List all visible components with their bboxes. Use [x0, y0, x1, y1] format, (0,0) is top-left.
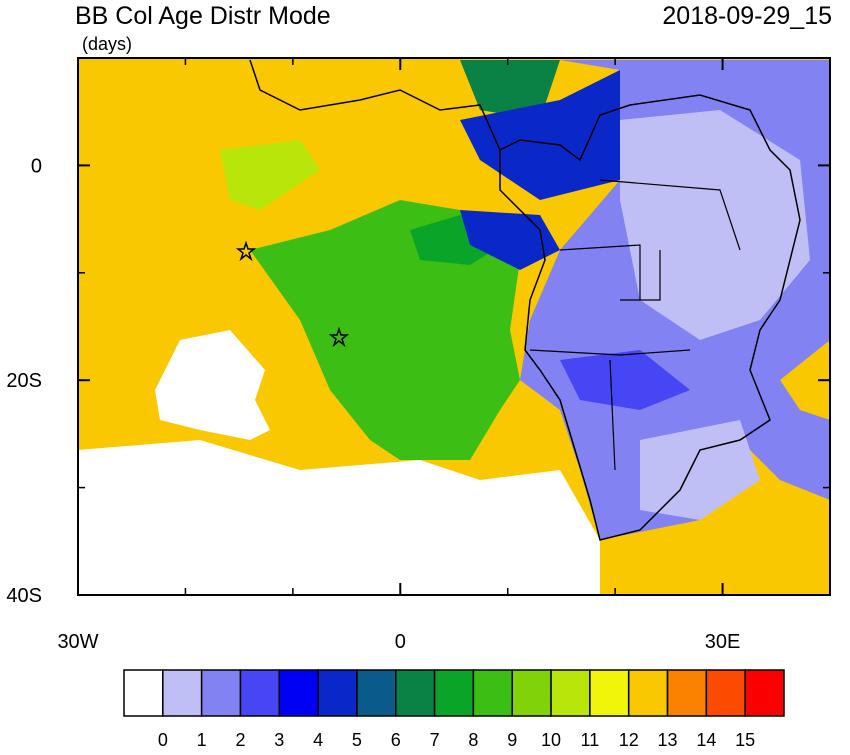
- axes: 30W 0 30E 0 20S 40S: [6, 57, 831, 653]
- colorbar-label: 10: [541, 730, 561, 750]
- colorbar-box: [239, 669, 281, 717]
- colorbar-box: [356, 669, 397, 717]
- colorbar-label: 8: [468, 730, 478, 750]
- field-green: [250, 200, 520, 460]
- colorbar-box: [123, 669, 164, 717]
- coastline: [249, 59, 801, 541]
- colorbar-box: [162, 669, 203, 717]
- colorbar-label: 12: [619, 730, 639, 750]
- colorbar-box: [395, 669, 436, 717]
- x-tick-label: 30W: [57, 631, 98, 653]
- colorbar-label: 3: [274, 730, 284, 750]
- field-lime: [220, 140, 320, 210]
- colorbar-box: [705, 669, 746, 717]
- map-field: [78, 58, 830, 595]
- map-frame: [77, 57, 831, 596]
- colorbar-box: [278, 669, 319, 717]
- colorbar-label: 1: [197, 730, 207, 750]
- colorbar: 0 1 2 3 4 5 6 7 8 9 10 11 12 13 14 15: [123, 669, 785, 750]
- x-tick-label: 30E: [705, 631, 741, 653]
- colorbar-box: [317, 669, 358, 717]
- site-marker: [235, 240, 350, 348]
- field-blue: [460, 70, 620, 270]
- colorbar-box: [433, 669, 475, 717]
- colorbar-box: [200, 669, 242, 717]
- colorbar-box: [511, 669, 552, 717]
- colorbar-box: [589, 669, 630, 717]
- colorbar-label: 13: [658, 730, 678, 750]
- colorbar-label: 9: [507, 730, 517, 750]
- field-light-blue: [620, 110, 810, 520]
- colorbar-label: 0: [158, 730, 168, 750]
- y-tick-label: 20S: [6, 370, 42, 392]
- colorbar-label: 15: [735, 730, 755, 750]
- date: 2018-09-29_15: [662, 2, 832, 30]
- colorbar-label: 5: [352, 730, 362, 750]
- y-tick-label: 40S: [6, 585, 42, 607]
- colorbar-label: 2: [235, 730, 245, 750]
- field-blue-2: [560, 350, 690, 410]
- borders: [529, 179, 741, 471]
- colorbar-label: 7: [430, 730, 440, 750]
- colorbar-label: 11: [581, 730, 600, 750]
- colorbar-box: [744, 669, 785, 717]
- colorbar-box: [666, 669, 708, 717]
- field-orange: [780, 340, 830, 420]
- colorbar-label: 4: [313, 730, 323, 750]
- y-tick-label: 0: [31, 155, 42, 177]
- title: BB Col Age Distr Mode: [75, 2, 331, 30]
- field-white: [78, 330, 600, 595]
- colorbar-box: [627, 669, 669, 717]
- colorbar-label: 6: [391, 730, 401, 750]
- subtitle: (days): [82, 34, 132, 54]
- colorbar-box: [550, 669, 591, 717]
- colorbar-label: 14: [696, 730, 716, 750]
- colorbar-box: [472, 669, 513, 717]
- x-tick-label: 0: [395, 631, 406, 653]
